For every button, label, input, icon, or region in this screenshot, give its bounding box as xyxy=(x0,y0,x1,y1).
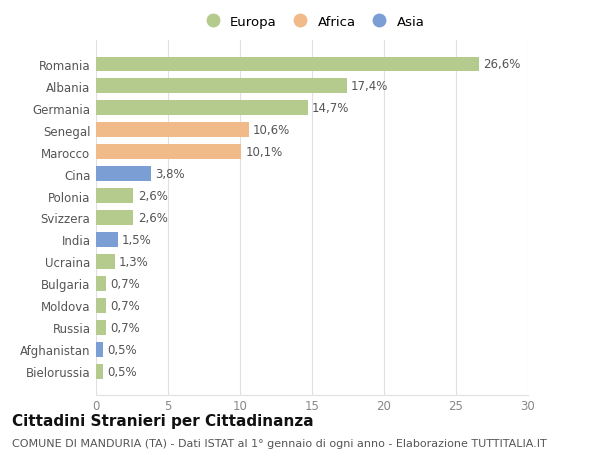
Bar xyxy=(96,189,133,203)
Bar xyxy=(96,101,308,116)
Text: 2,6%: 2,6% xyxy=(138,212,167,224)
Text: 0,7%: 0,7% xyxy=(110,277,140,290)
Bar xyxy=(96,342,103,357)
Text: 0,7%: 0,7% xyxy=(110,321,140,334)
Text: 17,4%: 17,4% xyxy=(351,80,388,93)
Bar xyxy=(96,123,248,137)
Bar xyxy=(96,299,106,313)
Legend: Europa, Africa, Asia: Europa, Africa, Asia xyxy=(197,13,427,31)
Text: 14,7%: 14,7% xyxy=(312,102,349,115)
Text: 1,3%: 1,3% xyxy=(119,255,149,269)
Bar xyxy=(96,364,103,379)
Bar xyxy=(96,255,115,269)
Bar xyxy=(96,277,106,291)
Text: 0,5%: 0,5% xyxy=(107,365,137,378)
Bar xyxy=(96,167,151,181)
Bar xyxy=(96,211,133,225)
Text: Cittadini Stranieri per Cittadinanza: Cittadini Stranieri per Cittadinanza xyxy=(12,413,314,428)
Text: 10,1%: 10,1% xyxy=(246,146,283,159)
Text: 0,7%: 0,7% xyxy=(110,299,140,312)
Text: 2,6%: 2,6% xyxy=(138,190,167,202)
Bar xyxy=(96,320,106,335)
Bar xyxy=(96,57,479,72)
Text: 26,6%: 26,6% xyxy=(484,58,521,71)
Text: 3,8%: 3,8% xyxy=(155,168,185,181)
Bar xyxy=(96,233,118,247)
Text: 10,6%: 10,6% xyxy=(253,124,290,137)
Text: 1,5%: 1,5% xyxy=(122,234,152,246)
Text: 0,5%: 0,5% xyxy=(107,343,137,356)
Text: COMUNE DI MANDURIA (TA) - Dati ISTAT al 1° gennaio di ogni anno - Elaborazione T: COMUNE DI MANDURIA (TA) - Dati ISTAT al … xyxy=(12,438,547,448)
Bar xyxy=(96,79,347,94)
Bar xyxy=(96,145,241,159)
